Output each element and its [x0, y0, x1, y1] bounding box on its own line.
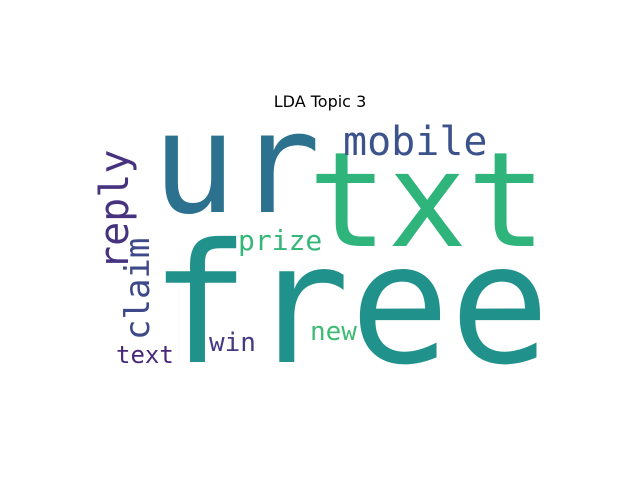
word-ur: ur — [152, 83, 321, 246]
word-win: win — [209, 328, 256, 358]
word-mobile: mobile — [343, 119, 488, 165]
word-txt: txt — [308, 124, 546, 278]
chart-title: LDA Topic 3 — [273, 92, 367, 111]
word-new: new — [310, 317, 357, 347]
word-free: free — [150, 209, 550, 402]
word-claim: claim — [118, 238, 158, 340]
word-reply: reply — [92, 150, 138, 270]
word-prize: prize — [238, 224, 322, 257]
word-text: text — [116, 341, 174, 369]
